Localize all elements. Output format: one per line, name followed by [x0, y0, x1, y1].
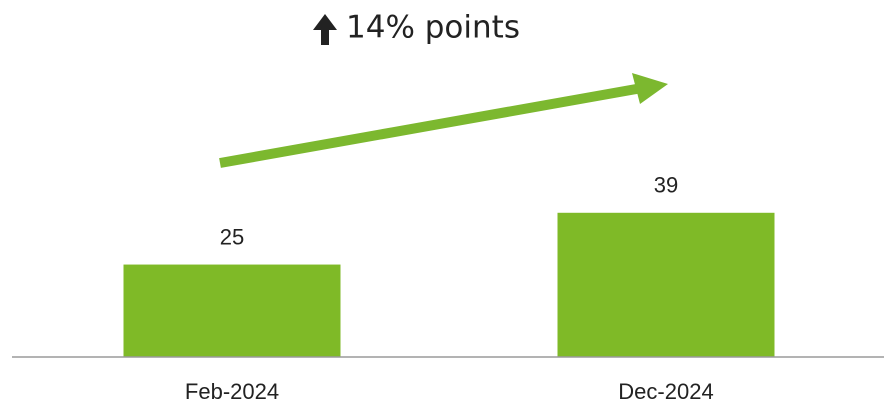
- up-arrow-icon: [313, 14, 337, 45]
- bar: [557, 212, 775, 357]
- value-label: 25: [220, 224, 244, 249]
- x-tick-label: Feb-2024: [185, 379, 279, 404]
- trend-arrow-head: [632, 73, 668, 104]
- annotation: 14% points: [346, 10, 520, 46]
- bar: [123, 264, 341, 357]
- trend-arrow-shaft: [219, 83, 643, 168]
- value-label: 39: [654, 173, 678, 198]
- x-tick-label: Dec-2024: [618, 379, 713, 404]
